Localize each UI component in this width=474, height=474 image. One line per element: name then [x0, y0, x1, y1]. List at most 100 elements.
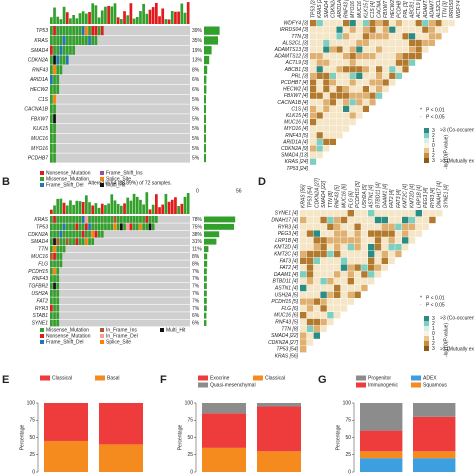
heat-cell [316, 39, 323, 46]
mutation-cell [104, 223, 107, 231]
col-label: KMT2C [4] [403, 183, 409, 208]
row-label: TP53 [54] [276, 347, 298, 353]
heat-cell [320, 230, 327, 237]
heat-cell [313, 271, 320, 278]
tmb-bar [91, 205, 95, 214]
heat-cell [349, 39, 356, 46]
tmb-bar [100, 203, 104, 214]
tmb-bar [155, 194, 158, 214]
mutation-cell [72, 238, 75, 245]
mutation-cell [91, 35, 95, 45]
heat-cell [389, 53, 396, 60]
frequency-bar [204, 216, 236, 223]
row-bg [50, 45, 190, 55]
gradient-tick: 0 [432, 331, 435, 337]
tmb-bar [183, 12, 187, 24]
frequency-label: 5% [192, 107, 200, 113]
row-label: FAT3 [4] [280, 258, 299, 264]
mutation-cell [72, 45, 75, 55]
gene-label: TP53 [36, 224, 48, 230]
legend-swatch [160, 328, 164, 332]
heat-cell [347, 298, 354, 305]
heat-cell [343, 92, 350, 99]
heat-cell [381, 223, 388, 230]
row-bg [50, 55, 190, 65]
heat-cell [343, 79, 350, 86]
heat-cell [320, 250, 327, 258]
heat-cell [409, 39, 416, 46]
mutation-cell [59, 230, 63, 238]
heat-cell [442, 20, 449, 27]
heat-cell [381, 257, 388, 264]
tmb-bar [145, 192, 149, 214]
heat-cell [415, 39, 422, 46]
mutation-cell [97, 26, 101, 36]
heat-cell [300, 291, 307, 298]
heat-cell [347, 257, 354, 264]
heat-cell [347, 210, 354, 217]
heat-cell [323, 26, 330, 33]
heat-cell [356, 53, 363, 60]
heat-cell [313, 284, 320, 292]
row-label: TTN [3] [291, 34, 308, 40]
gene-label: FLG [38, 261, 48, 267]
mutation-cell [69, 35, 72, 45]
mutation-cell [85, 35, 88, 45]
heat-cell [327, 278, 334, 285]
mutation-cell [50, 84, 53, 94]
heat-cell [300, 230, 307, 237]
heat-cell [300, 346, 307, 353]
row-label: ADAMTS12 [3] [274, 54, 309, 60]
tmb-bar [59, 198, 63, 214]
heat-cell [448, 20, 455, 27]
frequency-bar [204, 275, 207, 282]
legend-swatch [356, 382, 366, 388]
mutation-cell [132, 223, 136, 231]
mutation-cell [123, 223, 126, 231]
mutation-cell [56, 290, 60, 297]
row-label: ALS2CL [3] [282, 40, 309, 46]
y-tick-label: 100 [27, 400, 36, 406]
bar-segment [413, 458, 456, 472]
tmb-bar [113, 3, 117, 24]
heat-cell [389, 26, 396, 33]
heat-cell [340, 250, 348, 258]
mutation-cell [151, 223, 155, 231]
heat-cell [369, 92, 376, 99]
legend-swatch [100, 340, 104, 344]
heat-cell [334, 312, 341, 319]
tmb-bar [56, 198, 60, 214]
heat-cell [409, 20, 416, 27]
tmb-bar [81, 201, 85, 214]
heat-cell [334, 210, 341, 217]
row-bg [50, 290, 190, 297]
heat-cell [388, 257, 395, 264]
heat-cell [347, 284, 354, 292]
y-tick-label: 25 [29, 452, 35, 458]
heat-cell [306, 257, 314, 264]
heat-cell [306, 291, 314, 298]
bar-segment [360, 430, 403, 452]
heat-cell [327, 250, 334, 258]
heat-cell [313, 264, 320, 271]
mutation-cell [50, 275, 53, 282]
mutation-cell [50, 153, 53, 163]
frequency-label: 5% [192, 97, 200, 103]
heat-cell [347, 271, 354, 278]
mutation-cell [56, 275, 60, 282]
tmb-bar [164, 19, 168, 24]
mutation-cell [94, 223, 98, 231]
heat-cell [361, 284, 368, 292]
tmb-bar [104, 6, 107, 24]
heat-cell [376, 39, 383, 46]
mutation-cell [72, 35, 75, 45]
mutation-cell [94, 35, 98, 45]
mutation-cell [56, 75, 60, 85]
gene-label: KLK15 [33, 126, 48, 132]
tmb-bar [135, 196, 139, 214]
mutation-cell [126, 223, 130, 231]
frequency-label: 78% [192, 217, 203, 223]
heat-cell [327, 271, 334, 278]
mutation-cell [97, 223, 101, 231]
